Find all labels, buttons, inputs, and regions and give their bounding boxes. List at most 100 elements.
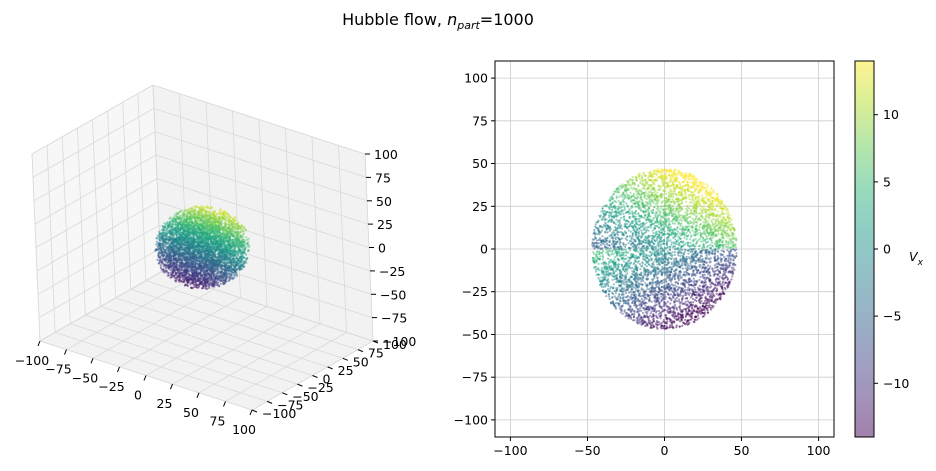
point-3d: [200, 287, 204, 290]
grid3d-line: [35, 178, 158, 248]
point-3d: [175, 236, 178, 239]
point-3d: [165, 237, 168, 240]
grid3d-line: [137, 93, 147, 281]
point-3d: [203, 265, 207, 268]
point-3d: [211, 222, 214, 226]
point-3d: [170, 276, 173, 279]
point-3d: [231, 229, 234, 232]
point-3d: [173, 239, 176, 242]
point-3d: [182, 253, 185, 256]
grid3d-line: [153, 108, 367, 178]
point-3d: [189, 226, 192, 230]
point-3d: [175, 230, 178, 233]
point-3d: [216, 224, 220, 227]
grid3d-line: [156, 178, 370, 248]
point-3d: [178, 221, 181, 224]
point-3d: [243, 227, 246, 230]
point-3d: [210, 256, 213, 259]
point-3d: [196, 205, 199, 208]
point-3d: [160, 229, 163, 232]
point-3d: [193, 254, 196, 257]
point-3d: [184, 238, 187, 241]
point-3d: [231, 271, 234, 274]
point-3d: [171, 271, 174, 274]
point-3d: [179, 273, 182, 276]
point-3d: [177, 225, 180, 228]
point-3d: [220, 220, 223, 223]
point-3d: [234, 218, 237, 221]
point-3d: [166, 261, 169, 264]
point-3d: [179, 265, 182, 268]
grid3d-line: [172, 314, 294, 385]
point-3d: [158, 244, 161, 247]
point-3d: [235, 251, 238, 254]
point-3d: [217, 256, 220, 259]
point-3d: [196, 262, 199, 265]
point-3d: [239, 241, 242, 244]
point-3d: [202, 286, 205, 289]
point-3d: [225, 236, 228, 239]
point-3d: [193, 225, 196, 228]
point-3d: [237, 224, 240, 228]
point-3d: [226, 223, 229, 226]
point-3d: [207, 242, 210, 245]
point-3d: [228, 226, 231, 229]
point-3d: [172, 241, 175, 244]
point-3d: [239, 235, 242, 238]
point-3d: [174, 265, 177, 268]
point-3d: [228, 243, 231, 246]
point-3d: [180, 266, 183, 269]
point-3d: [163, 234, 166, 237]
point-3d: [182, 243, 185, 246]
point-3d: [198, 214, 201, 218]
point-3d: [181, 280, 184, 283]
point-3d: [224, 243, 227, 246]
point-3d: [189, 270, 192, 273]
point-3d: [204, 222, 207, 225]
point-3d: [233, 229, 236, 232]
point-3d: [174, 256, 178, 260]
point-3d: [191, 260, 195, 263]
point-3d: [189, 264, 193, 267]
point-3d: [232, 220, 235, 223]
point-3d: [247, 249, 250, 252]
point-3d: [222, 268, 226, 271]
point-3d: [214, 218, 217, 222]
point-3d: [170, 268, 173, 271]
point-3d: [225, 245, 228, 248]
point-3d: [161, 261, 164, 264]
point-3d: [219, 212, 222, 215]
point-3d: [183, 241, 186, 244]
point-3d: [244, 229, 247, 232]
point-3d: [189, 259, 192, 262]
point-3d: [201, 214, 204, 218]
point-3d: [180, 241, 183, 244]
point-3d: [206, 217, 210, 221]
point-3d: [177, 256, 180, 259]
point-3d: [211, 227, 214, 230]
point-3d: [230, 276, 233, 279]
point-3d: [208, 283, 211, 286]
point-3d: [230, 252, 233, 255]
point-3d: [158, 230, 161, 233]
point-3d: [170, 228, 173, 231]
point-3d: [167, 226, 170, 229]
point-3d: [240, 259, 243, 262]
point-3d: [178, 227, 181, 230]
point-3d: [216, 266, 219, 269]
point-3d: [165, 255, 168, 258]
point-3d: [180, 209, 183, 213]
point-3d: [211, 240, 214, 243]
point-3d: [183, 268, 186, 271]
point-3d: [221, 264, 224, 267]
point-3d: [217, 234, 220, 237]
point-3d: [242, 241, 245, 244]
point-3d: [240, 230, 243, 234]
point-3d: [158, 251, 161, 254]
point-3d: [186, 217, 189, 221]
point-3d: [182, 213, 185, 216]
point-3d: [235, 257, 238, 260]
point-3d: [166, 247, 169, 250]
point-3d: [182, 232, 185, 235]
